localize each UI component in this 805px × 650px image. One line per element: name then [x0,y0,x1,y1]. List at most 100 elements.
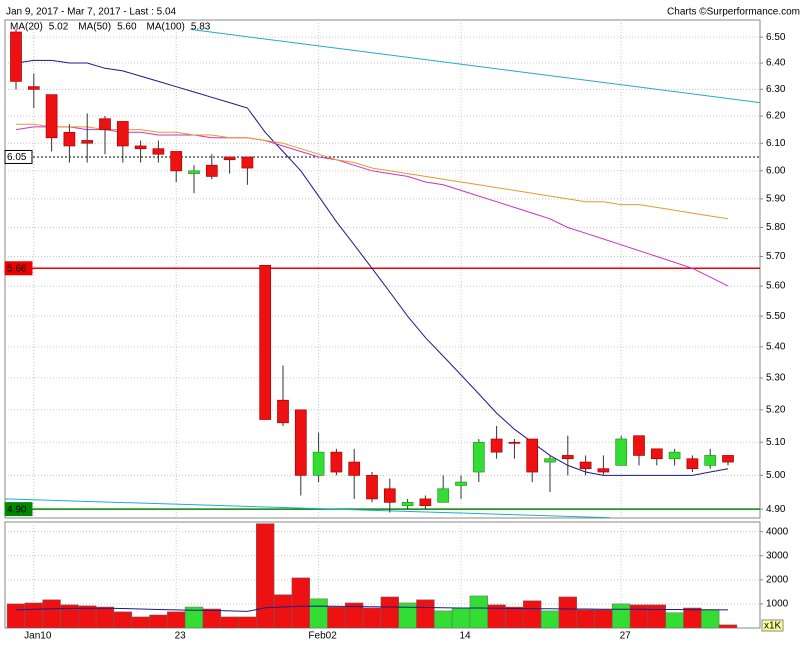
volume-bar [113,611,132,628]
candle-body [45,94,58,139]
candle-body [188,170,200,174]
level-label: 4.90 [7,504,27,515]
y-tick-label: 2000 [766,574,789,585]
volume-bar [309,598,328,628]
y-tick-label: 6.40 [766,58,786,69]
volume-bar [505,606,524,628]
header-title: Jan 9, 2017 - Mar 7, 2017 - Last : 5.04 [6,7,177,18]
volume-bar [612,603,631,628]
volume-bar [167,611,186,628]
ma-line [15,126,729,287]
candle-body [419,498,432,507]
y-tick-label: 4.90 [766,504,786,515]
legend-name: MA(20) [10,22,43,33]
volume-bar [78,605,97,628]
candle-body [259,264,272,420]
volume-bar [718,624,738,628]
x-tick-label: 23 [175,631,187,642]
volume-bar [434,610,453,628]
x-tick-label: 14 [459,631,471,642]
volume-bar [416,599,435,628]
candle-body [490,438,503,453]
volume-bar [149,614,168,628]
y-tick-label: 5.10 [766,437,786,448]
x-tick-label: 27 [620,631,632,642]
volume-bar [24,602,43,628]
candle-body [170,151,183,172]
volume-bar [256,523,275,628]
volume-bar [665,612,684,628]
ma-line [15,59,729,476]
candle-body [561,455,574,460]
candle-body [241,156,254,169]
candle-body [722,455,734,463]
legend-name: MA(100) [147,22,185,33]
unit-label: x1K [764,621,782,632]
candle-body [455,481,467,486]
candle-body [526,438,539,473]
volume-bar [576,609,595,628]
y-tick-label: 6.50 [766,32,786,43]
candle-body [277,399,289,424]
volume-bar [451,607,471,628]
volume-layer [5,522,760,628]
volume-bar [469,595,488,628]
volume-bar [238,616,257,628]
candle-body [312,451,325,476]
volume-bar [202,608,221,628]
volume-bar [523,600,542,628]
ma-line [16,123,729,220]
candle-body [116,121,129,147]
candle-body [330,451,343,473]
y-tick-label: 5.60 [766,281,786,292]
price-layer [5,20,760,518]
volume-bar [42,599,61,628]
level-label: 6.05 [7,152,27,163]
x-tick-label: Feb02 [308,631,337,642]
y-tick-label: 5.20 [766,404,786,415]
y-tick-label: 3000 [766,550,789,561]
candle-body [437,488,450,503]
volume-ma-line [15,605,729,612]
volume-bar [380,596,399,628]
candle-body [508,441,521,444]
y-tick-label: 5.50 [766,311,786,322]
credit: Charts ©Surperformance.com [667,7,800,18]
y-tick-label: 6.30 [766,84,786,95]
candle-body [615,438,628,466]
candle-body [686,458,699,470]
y-tick-label: 6.20 [766,111,786,122]
level-label: 5.66 [7,263,27,274]
candle-body [366,475,378,500]
volume-bar [683,607,702,628]
legend-value: 5.02 [49,22,69,33]
candle-body [579,461,592,470]
volume-bar [647,604,666,628]
candle-body [27,86,40,90]
legend-name: MA(50) [78,22,111,33]
candle-body [205,164,218,177]
volume-bar [540,610,560,628]
candle-body [10,31,22,82]
candle-body [668,451,681,460]
candle-body [383,488,396,503]
y-tick-label: 1000 [766,599,789,610]
y-tick-label: 5.30 [766,373,786,384]
y-tick-label: 5.70 [766,251,786,262]
candle-body [597,468,610,473]
volume-bar [327,606,346,628]
volume-bar [701,609,720,628]
unit-box [761,619,784,632]
y-tick-label: 6.10 [766,138,786,149]
trend-line [190,28,760,104]
level-box [4,502,33,517]
candle-body [152,148,165,155]
y-tick-label: 5.40 [766,341,786,352]
y-tick-label: 5.90 [766,194,786,205]
candle-body [633,435,645,456]
candle-body [294,409,307,476]
candle-body [223,156,236,161]
candle-body [704,455,717,466]
